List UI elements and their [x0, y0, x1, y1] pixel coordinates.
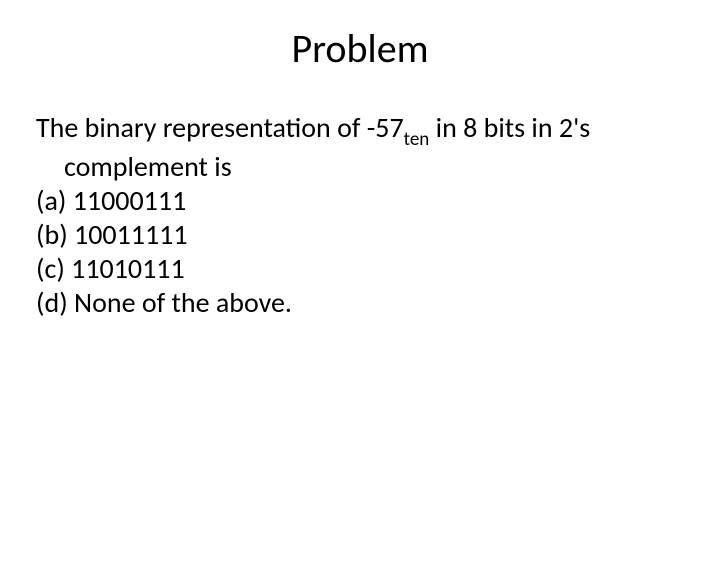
question-line2: complement is [64, 150, 684, 184]
slide-container: { "title": "Problem", "question_line1_pr… [0, 24, 720, 564]
option-b: (b) 10011111 [36, 218, 684, 252]
slide-title: Problem [0, 24, 720, 73]
question-line1-pre: The binary representation of -57 [36, 110, 404, 145]
question-subscript: ten [404, 128, 430, 151]
question-text: The binary representation of -57ten in 8… [36, 111, 684, 150]
option-d: (d) None of the above. [36, 286, 684, 320]
option-c: (c) 11010111 [36, 252, 684, 286]
question-line1-post: in 8 bits in 2's [429, 110, 590, 145]
option-a: (a) 11000111 [36, 184, 684, 218]
slide-body: The binary representation of -57ten in 8… [0, 111, 720, 321]
